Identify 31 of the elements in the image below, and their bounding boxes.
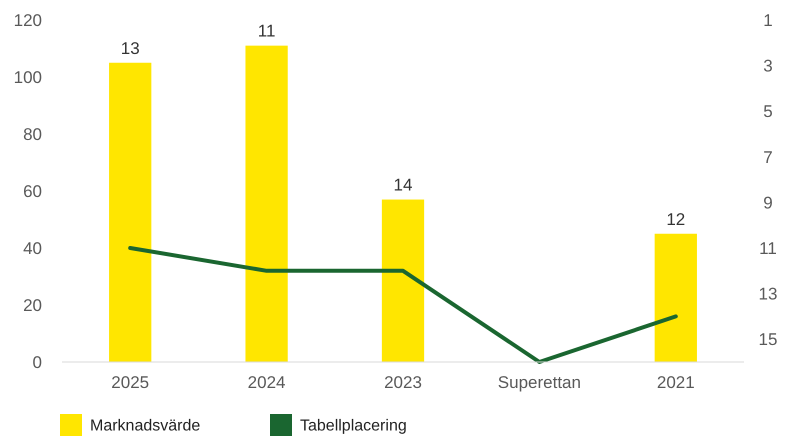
x-tick-label: 2021 (656, 373, 695, 392)
bar (245, 46, 288, 362)
y2-tick-label: 13 (758, 284, 778, 304)
legend-label: Tabellplacering (300, 418, 407, 435)
y-tick-label: 120 (14, 10, 42, 30)
y2-tick-label: 15 (758, 330, 778, 350)
y-tick-label: 20 (23, 296, 42, 315)
y-tick-label: 100 (14, 68, 42, 87)
y2-tick-label: 5 (763, 102, 773, 122)
y-tick-label: 80 (23, 124, 42, 144)
x-tick-label: Superettan (498, 373, 581, 392)
x-tick-label: 2025 (111, 373, 150, 392)
bar (382, 200, 424, 362)
legend-label: Marknadsvärde (90, 418, 200, 435)
annotation: 13 (120, 38, 140, 58)
y2-tick-label: 7 (763, 148, 773, 167)
annotation: 14 (394, 176, 412, 195)
y-tick-label: 60 (23, 182, 42, 201)
y2-tick-label: 3 (763, 56, 773, 76)
y2-tick-label: 9 (763, 193, 773, 212)
annotation: 12 (666, 210, 686, 229)
x-tick-label: 2024 (248, 373, 286, 392)
y2-tick-label: 1 (763, 10, 773, 30)
bar (109, 62, 152, 362)
line-series (128, 246, 678, 364)
annotation: 11 (258, 22, 276, 41)
y-tick-label: 40 (23, 238, 42, 258)
bar (654, 234, 697, 362)
y2-tick-label: 11 (759, 238, 777, 258)
y-tick-label: 0 (32, 352, 42, 372)
x-tick-label: 2023 (384, 373, 422, 392)
